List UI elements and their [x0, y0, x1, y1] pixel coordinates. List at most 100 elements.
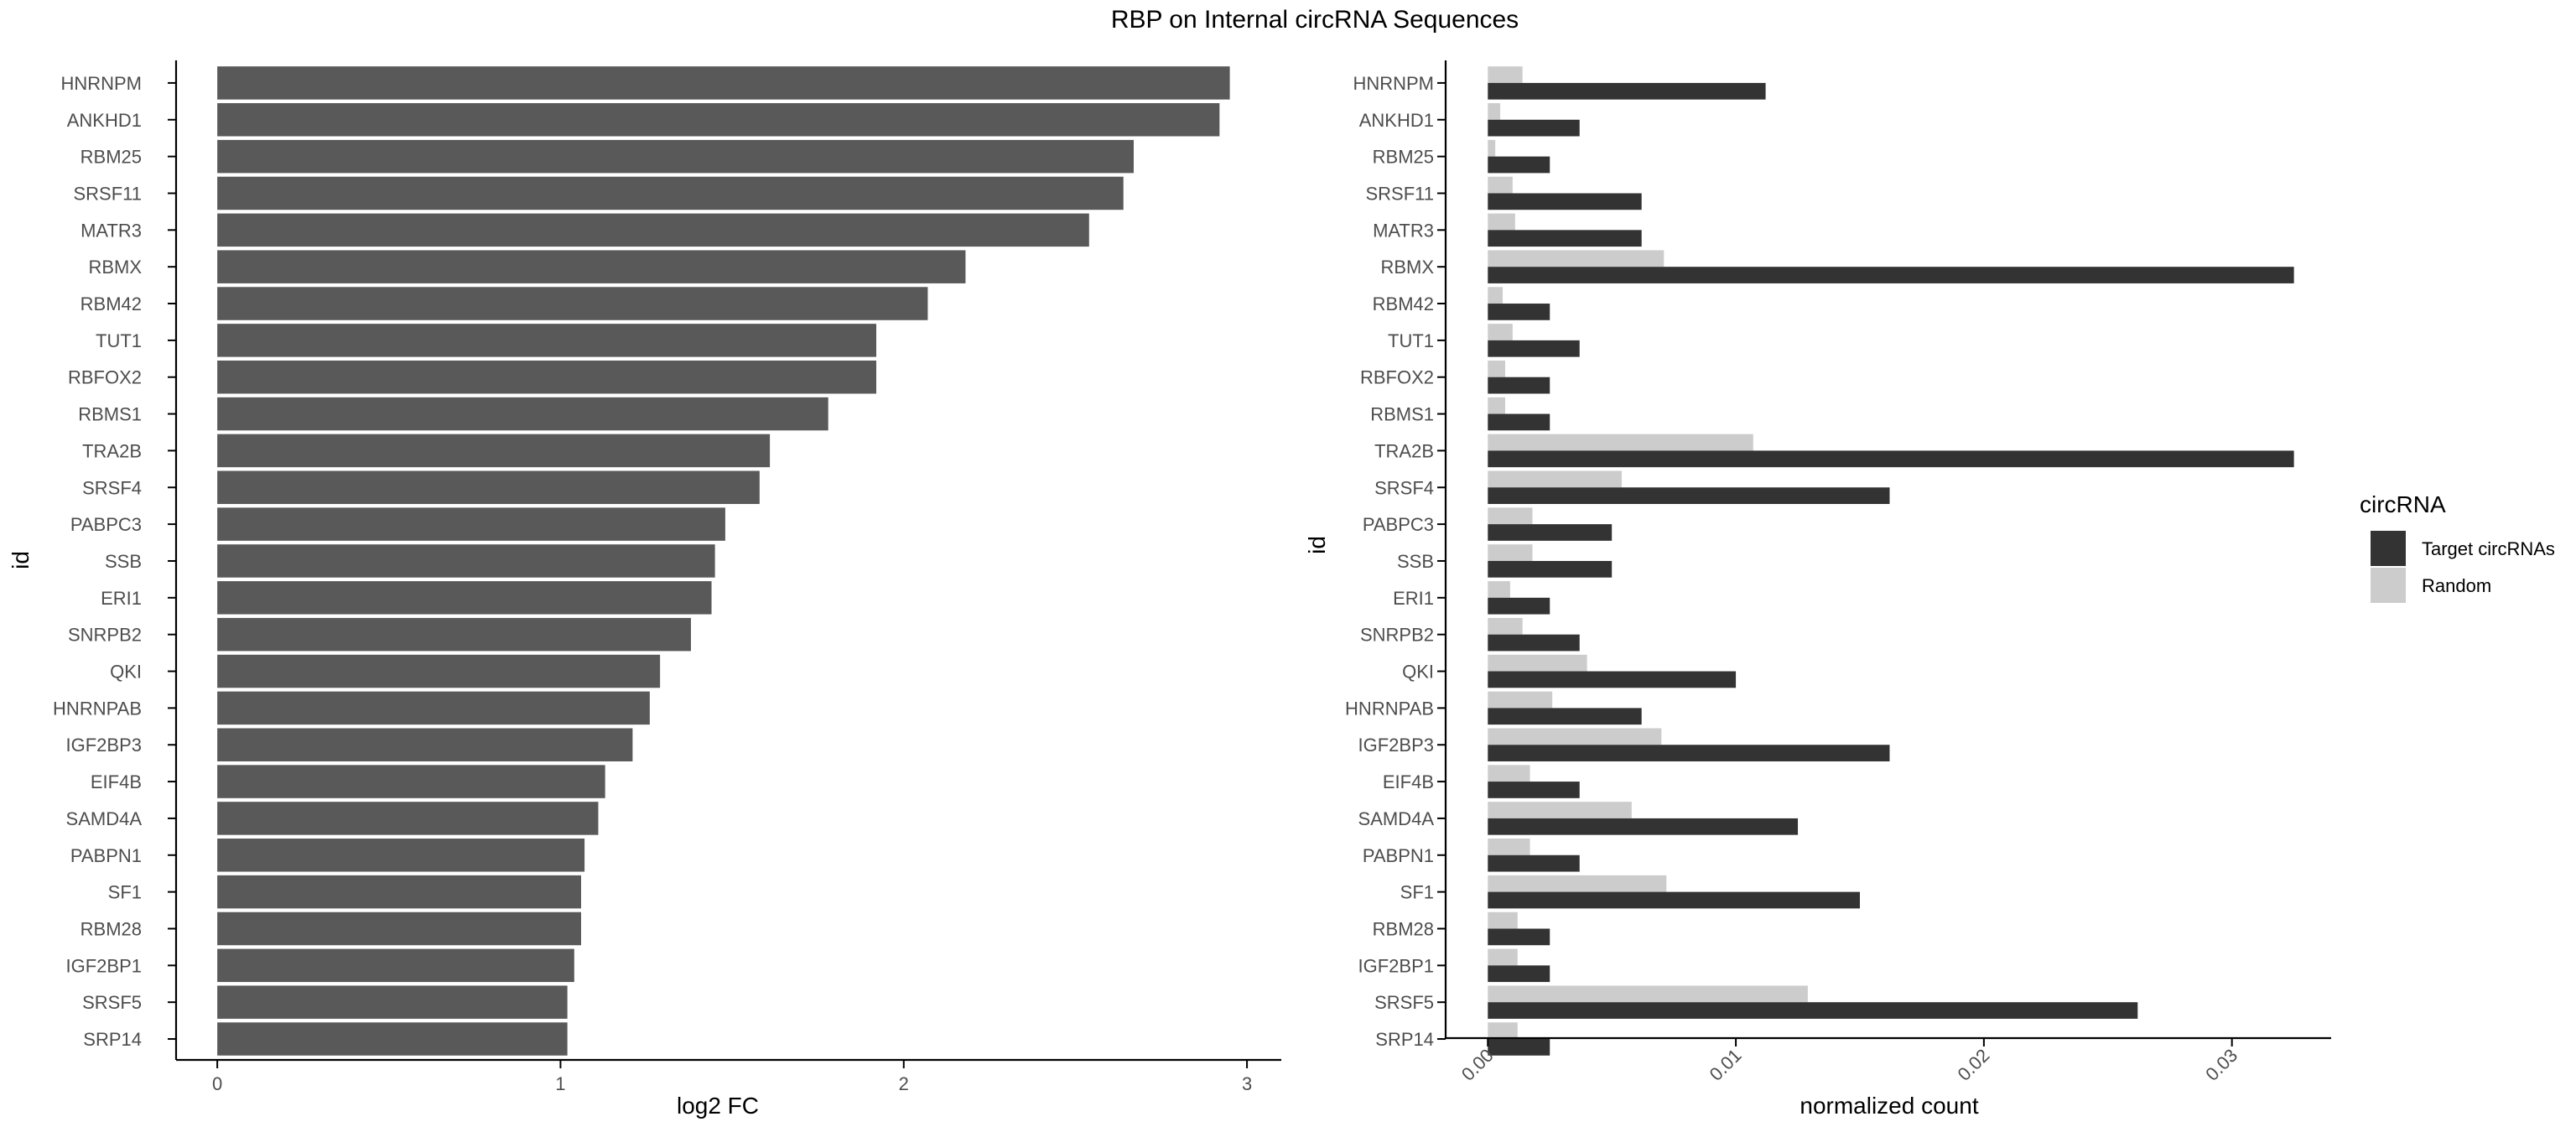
normalized-count-category-label: TUT1 [1388, 330, 1434, 351]
log2fc-bar-sf1 [217, 875, 581, 909]
target-bar-rbm25 [1488, 156, 1550, 174]
target-bar-qki [1488, 671, 1737, 688]
log2fc-category-label: IGF2BP1 [66, 955, 142, 976]
normalized-count-category-label: RBM42 [1373, 293, 1434, 314]
normalized-count-category-label: PABPN1 [1363, 845, 1434, 866]
normalized-count-category-label: HNRNPAB [1345, 698, 1434, 719]
log2fc-category-label: QKI [110, 662, 142, 683]
figure-title: RBP on Internal circRNA Sequences [1111, 6, 1519, 34]
legend: circRNA Target circRNAs Random [2360, 491, 2555, 603]
log2fc-category-label: RBMS1 [78, 404, 142, 425]
random-bar-tra2b [1488, 434, 1753, 451]
log2fc-x-ticks: 0 1 2 3 [212, 1060, 1252, 1094]
target-bar-eri1 [1488, 597, 1550, 615]
target-bar-matr3 [1488, 230, 1642, 247]
target-bar-srp14 [1488, 1039, 1550, 1056]
random-bar-rbm42 [1488, 287, 1504, 304]
normalized-count-category-label: SRSF4 [1374, 477, 1434, 498]
random-bar-tut1 [1488, 324, 1513, 340]
target-bar-hnrnpm [1488, 82, 1766, 100]
log2fc-category-label: SNRPB2 [68, 625, 142, 646]
random-bar-ankhd1 [1488, 103, 1501, 120]
random-bar-samd4a [1488, 802, 1632, 818]
log2fc-panel: HNRNPM ANKHD1 RBM25 SRSF11 MATR3 RBMX RBM42 TUT… [8, 60, 1281, 1119]
log2fc-axes [168, 60, 1281, 1062]
normalized-count-bars [1488, 66, 2294, 1056]
normalized-count-category-label: SRSF11 [1365, 183, 1434, 204]
log2fc-category-label: RBFOX2 [68, 367, 142, 388]
target-bar-pabpc3 [1488, 524, 1613, 541]
normalized-count-x-axis-title: normalized count [1800, 1093, 1978, 1119]
log2fc-category-label: SRSF11 [73, 183, 142, 204]
normalized-count-category-label: SAMD4A [1358, 808, 1435, 829]
log2fc-bar-snrpb2 [217, 617, 691, 652]
target-bar-tut1 [1488, 340, 1580, 357]
log2fc-bar-srp14 [217, 1022, 568, 1056]
normalized-count-category-label: QKI [1402, 662, 1434, 683]
target-bar-tra2b [1488, 450, 2294, 468]
random-bar-igf2bp1 [1488, 948, 1518, 966]
normalized-count-category-label: ERI1 [1393, 588, 1434, 609]
log2fc-bar-qki [217, 654, 661, 688]
target-bar-rbfox2 [1488, 377, 1550, 394]
target-bar-pabpn1 [1488, 854, 1580, 872]
log2fc-x-tick-label: 1 [555, 1073, 565, 1094]
log2fc-category-labels: HNRNPM ANKHD1 RBM25 SRSF11 MATR3 RBMX RBM42 TUT… [53, 73, 142, 1050]
normalized-count-category-label: RBM28 [1373, 918, 1434, 939]
log2fc-category-label: SRSF4 [82, 477, 142, 498]
log2fc-bar-eri1 [217, 581, 712, 615]
normalized-count-x-tick-label: 0.01 [1706, 1045, 1746, 1085]
random-bar-snrpb2 [1488, 617, 1523, 635]
log2fc-bar-rbm28 [217, 911, 581, 946]
random-bar-qki [1488, 654, 1587, 672]
legend-label-random: Random [2422, 575, 2491, 596]
log2fc-bar-tra2b [217, 434, 771, 468]
normalized-count-category-label: ANKHD1 [1359, 110, 1434, 131]
target-bar-ssb [1488, 560, 1613, 578]
log2fc-bar-hnrnpab [217, 691, 650, 725]
log2fc-category-label: RBMX [88, 257, 142, 278]
normalized-count-category-label: RBFOX2 [1360, 367, 1434, 388]
random-bar-eri1 [1488, 581, 1510, 598]
random-bar-pabpc3 [1488, 507, 1533, 525]
log2fc-bar-ankhd1 [217, 103, 1220, 137]
random-bar-srsf5 [1488, 985, 1808, 1003]
target-bar-rbmx [1488, 267, 2294, 283]
normalized-count-category-label: RBMX [1380, 257, 1434, 278]
log2fc-category-label: SSB [105, 551, 142, 572]
legend-swatch-random [2371, 568, 2406, 603]
log2fc-x-tick-label: 0 [212, 1073, 222, 1094]
target-bar-igf2bp3 [1488, 745, 1890, 761]
log2fc-category-label: TUT1 [96, 330, 142, 351]
random-bar-pabpn1 [1488, 839, 1530, 855]
log2fc-category-label: SAMD4A [66, 808, 143, 829]
log2fc-category-label: SRSF5 [82, 992, 142, 1013]
log2fc-category-label: HNRNPM [60, 73, 142, 94]
target-bar-srsf5 [1488, 1002, 2138, 1019]
normalized-count-panel: HNRNPM ANKHD1 RBM25 SRSF11 MATR3 RBMX RBM42 TUT… [1304, 60, 2331, 1119]
log2fc-bar-eif4b [217, 765, 605, 798]
target-bar-igf2bp1 [1488, 965, 1550, 983]
random-bar-matr3 [1488, 213, 1515, 231]
log2fc-bar-matr3 [217, 213, 1089, 247]
log2fc-category-label: RBM42 [80, 293, 142, 314]
log2fc-x-axis-title: log2 FC [677, 1093, 759, 1119]
normalized-count-category-label: TRA2B [1374, 440, 1434, 461]
target-bar-sf1 [1488, 891, 1860, 909]
normalized-count-category-label: IGF2BP3 [1358, 735, 1434, 756]
normalized-count-category-label: SNRPB2 [1360, 625, 1434, 646]
normalized-count-category-label: SRP14 [1375, 1029, 1434, 1050]
random-bar-sf1 [1488, 875, 1667, 892]
log2fc-bar-ssb [217, 544, 715, 578]
target-bar-rbm28 [1488, 928, 1550, 946]
log2fc-category-label: HNRNPAB [53, 698, 142, 719]
log2fc-category-label: SF1 [108, 882, 142, 903]
random-bar-rbfox2 [1488, 360, 1505, 377]
normalized-count-category-label: RBMS1 [1370, 404, 1434, 425]
normalized-count-category-labels: HNRNPM ANKHD1 RBM25 SRSF11 MATR3 RBMX RBM42 TUT… [1345, 73, 1434, 1050]
random-bar-hnrnpab [1488, 691, 1553, 709]
log2fc-bar-rbm42 [217, 287, 928, 320]
log2fc-bars [217, 66, 1230, 1056]
normalized-count-category-label: HNRNPM [1353, 73, 1434, 94]
